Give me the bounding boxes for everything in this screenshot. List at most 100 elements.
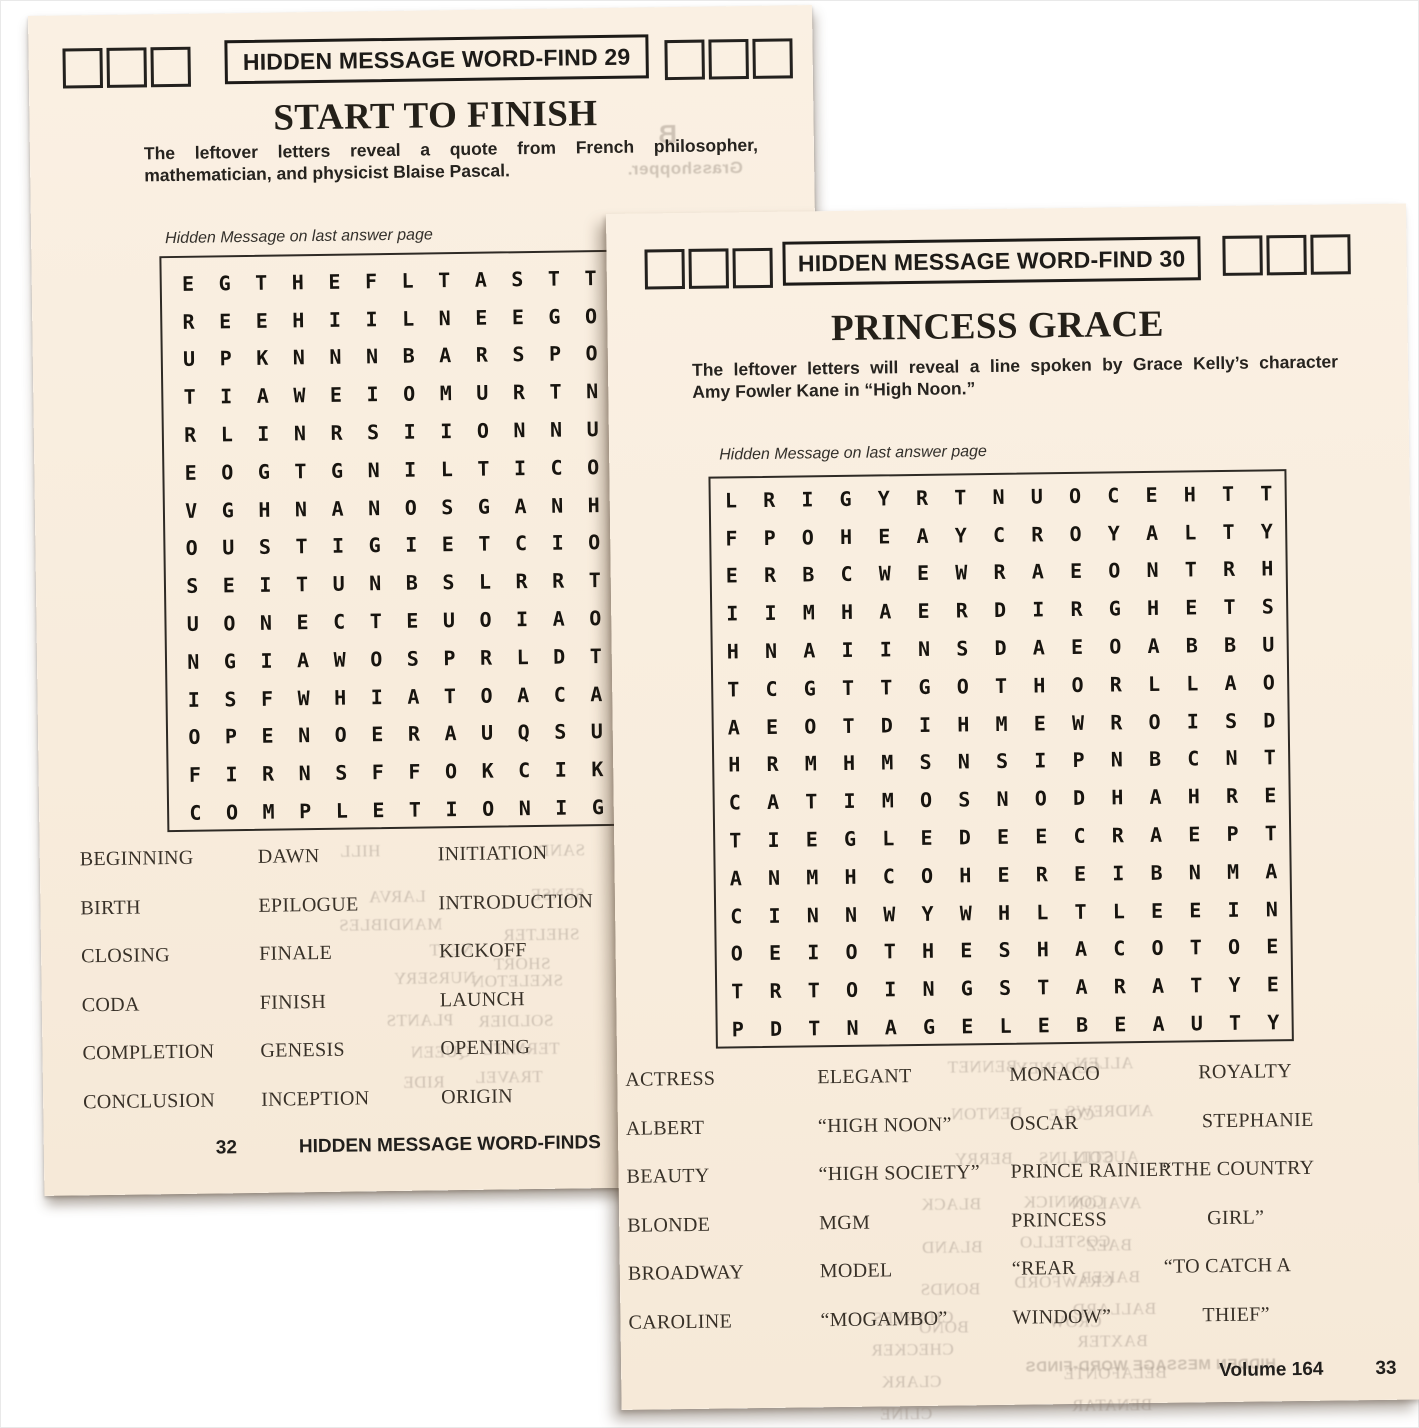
grid-letter: D	[1072, 786, 1086, 811]
grid-letter: C	[840, 562, 853, 587]
grid-letter: A	[884, 1015, 897, 1040]
grid-letter: R	[762, 487, 776, 512]
grid-letter: F	[408, 759, 421, 785]
grid-letter: L	[220, 422, 233, 447]
grid-letter: E	[328, 269, 341, 294]
grid-letter: T	[408, 797, 422, 822]
grid-letter: O	[185, 536, 198, 561]
grid-letter: I	[220, 384, 233, 409]
grid-letter: E	[1069, 559, 1083, 584]
right-page-footer: Volume 164 33	[1219, 1358, 1397, 1382]
grid-letter: U	[332, 571, 345, 597]
grid-letter: D	[1263, 707, 1276, 733]
grid-letter: E	[1073, 861, 1087, 886]
grid-letter: L	[478, 569, 492, 595]
grid-letter: G	[330, 458, 344, 483]
grid-letter: W	[959, 900, 972, 926]
grid-letter: T	[1264, 821, 1277, 846]
word-list-item: WINDOW”	[1012, 1304, 1112, 1329]
grid-letter: E	[1266, 972, 1279, 997]
word-list-item: “MOGAMBO”	[820, 1307, 948, 1331]
grid-letter: R	[763, 563, 777, 588]
grid-letter: T	[369, 609, 382, 634]
left-page-number: 32	[215, 1137, 238, 1159]
grid-letter: T	[994, 673, 1008, 698]
grid-letter: A	[256, 383, 269, 409]
grid-letter: C	[765, 676, 778, 701]
grid-letter: F	[260, 686, 274, 711]
grid-letter: R	[769, 979, 782, 1004]
grid-letter: C	[332, 609, 346, 634]
grid-letter: P	[731, 1017, 744, 1042]
grid-letter: T	[841, 675, 855, 700]
puzzle-29-header-box: HIDDEN MESSAGE WORD-FIND 29	[224, 34, 649, 85]
grid-letter: W	[883, 901, 896, 927]
grid-letter: H	[1036, 937, 1049, 962]
grid-letter: G	[843, 826, 857, 851]
grid-letter: I	[879, 637, 893, 662]
word-list-item: ALBERT	[625, 1116, 705, 1140]
word-list-item: “THE COUNTRY	[1162, 1156, 1315, 1181]
grid-letter: N	[992, 484, 1005, 509]
grid-letter: E	[1189, 897, 1202, 923]
grid-letter: T	[729, 828, 742, 853]
grid-letter: I	[801, 487, 814, 512]
grid-letter: I	[370, 684, 383, 709]
grid-letter: L	[1184, 519, 1197, 545]
grid-letter: O	[1071, 672, 1084, 697]
grid-letter: B	[405, 570, 418, 596]
grid-letter: W	[1071, 710, 1085, 735]
grid-letter: I	[884, 977, 897, 1002]
grid-letter: I	[726, 601, 739, 626]
grid-letter: R	[1111, 823, 1124, 848]
grid-letter: I	[767, 827, 780, 853]
word-list-column: DAWN EPILOGUE FINALE FINISH GENESIS INCEPTION	[257, 830, 441, 1123]
grid-letter: N	[329, 345, 342, 370]
word-list-column: MONACO OSCAR PRINCE RAINIER PRINCESS “REAR WI…	[1009, 1049, 1172, 1342]
grid-letter: E	[181, 271, 195, 296]
grid-letter: E	[1033, 710, 1046, 736]
grid-letter: W	[333, 647, 346, 672]
grid-letter: H	[957, 711, 970, 737]
grid-letter: I	[764, 601, 777, 626]
grid-letter: A	[803, 638, 816, 663]
answer-box	[1266, 234, 1307, 276]
grid-letter: I	[187, 687, 201, 712]
grid-letter: R	[330, 420, 343, 445]
grid-letter: Y	[954, 522, 968, 548]
word-list-item: BIRTH	[80, 896, 141, 919]
word-list-item: ELEGANT	[817, 1065, 912, 1089]
grid-letter: A	[1075, 975, 1088, 1000]
grid-letter: S	[335, 760, 348, 786]
grid-letter: O	[334, 723, 347, 748]
word-list-item: GENESIS	[260, 1038, 345, 1062]
word-list-item: GIRL”	[1207, 1205, 1265, 1229]
grid-letter: H	[1261, 556, 1274, 581]
grid-letter: O	[1068, 483, 1082, 508]
grid-letter: B	[1150, 860, 1163, 885]
word-list-column: INITIATION INTRODUCTION KICKOFF LAUNCH OPENI…	[437, 828, 596, 1121]
grid-letter: F	[364, 269, 378, 294]
grid-letter: I	[555, 795, 568, 820]
word-list-item: OPENING	[440, 1036, 531, 1060]
grid-letter: S	[919, 750, 932, 775]
grid-letter: G	[477, 494, 491, 519]
grid-letter: T	[1228, 1010, 1242, 1035]
grid-letter: A	[1152, 1011, 1165, 1036]
grid-letter: T	[842, 713, 855, 738]
grid-letter: U	[480, 721, 494, 746]
grid-letter: O	[920, 863, 934, 888]
grid-letter: B	[1185, 633, 1198, 658]
grid-letter: A	[729, 866, 743, 891]
grid-letter: T	[547, 266, 561, 291]
grid-letter: C	[1187, 746, 1200, 771]
right-volume-label: Volume 164	[1219, 1358, 1324, 1382]
grid-letter: Y	[1260, 518, 1274, 544]
grid-letter: R	[183, 422, 197, 447]
grid-letter: G	[223, 649, 237, 674]
word-list-item: BROADWAY	[627, 1261, 745, 1285]
grid-letter: O	[586, 454, 600, 480]
word-list-item: INCEPTION	[260, 1086, 370, 1111]
grid-letter: I	[365, 306, 378, 332]
grid-letter: R	[1035, 862, 1048, 887]
